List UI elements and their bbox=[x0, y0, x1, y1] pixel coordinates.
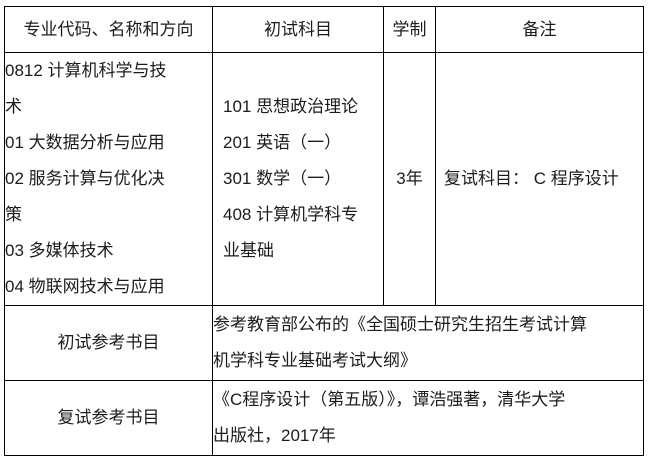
major-line: 策 bbox=[5, 205, 22, 224]
book-reference-line: 出版社，2017年 bbox=[213, 426, 336, 445]
major-line: 0812 计算机科学与技 bbox=[5, 61, 167, 80]
cell-exam-subjects: 101 思想政治理论 201 英语（一） 301 数学（一） 408 计算机学科… bbox=[212, 52, 384, 306]
major-line: 04 物联网技术与应用 bbox=[5, 277, 165, 296]
cell-preliminary-books-content: 参考教育部公布的《全国硕士研究生招生考试计算 机学科专业基础考试大纲》 bbox=[212, 305, 644, 381]
book-reference-line: 《C程序设计（第五版）》，谭浩强著，清华大学 bbox=[213, 390, 566, 409]
table-row: 复试参考书目 《C程序设计（第五版）》，谭浩强著，清华大学 出版社，2017年 bbox=[4, 380, 644, 456]
cell-remarks: 复试科目： C 程序设计 bbox=[435, 52, 644, 306]
book-reference-line: 参考教育部公布的《全国硕士研究生招生考试计算 bbox=[213, 315, 587, 334]
major-line: 03 多媒体技术 bbox=[5, 241, 114, 260]
exam-subject-line: 业基础 bbox=[223, 241, 274, 260]
table-header-row: 专业代码、名称和方向 初试科目 学制 备注 bbox=[4, 6, 644, 53]
cell-major-directions: 0812 计算机科学与技 术 01 大数据分析与应用 02 服务计算与优化决 策… bbox=[4, 52, 213, 306]
column-header-remarks: 备注 bbox=[435, 6, 644, 53]
column-header-exam-subjects: 初试科目 bbox=[212, 6, 384, 53]
exam-subject-list: 101 思想政治理论 201 英语（一） 301 数学（一） 408 计算机学科… bbox=[213, 89, 383, 269]
cell-duration: 3年 bbox=[383, 52, 436, 306]
major-line: 术 bbox=[5, 97, 22, 116]
row-label-preliminary-books: 初试参考书目 bbox=[4, 305, 213, 381]
major-line: 02 服务计算与优化决 bbox=[5, 169, 165, 188]
table-row: 初试参考书目 参考教育部公布的《全国硕士研究生招生考试计算 机学科专业基础考试大… bbox=[4, 305, 644, 381]
column-header-duration: 学制 bbox=[383, 6, 436, 53]
book-reference-line: 机学科专业基础考试大纲》 bbox=[213, 351, 417, 370]
remark-text: 复试科目： C 程序设计 bbox=[444, 169, 619, 188]
table-header: 专业代码、名称和方向 初试科目 学制 备注 bbox=[4, 6, 644, 53]
major-line: 01 大数据分析与应用 bbox=[5, 133, 165, 152]
exam-subject-line: 201 英语（一） bbox=[223, 133, 342, 152]
column-header-major: 专业代码、名称和方向 bbox=[4, 6, 213, 53]
table-row: 0812 计算机科学与技 术 01 大数据分析与应用 02 服务计算与优化决 策… bbox=[4, 52, 644, 306]
table-body: 0812 计算机科学与技 术 01 大数据分析与应用 02 服务计算与优化决 策… bbox=[4, 52, 644, 456]
row-label-retest-books: 复试参考书目 bbox=[4, 380, 213, 456]
program-catalog-table: 专业代码、名称和方向 初试科目 学制 备注 0812 计算机科学与技 术 01 … bbox=[4, 6, 644, 456]
exam-subject-line: 301 数学（一） bbox=[223, 169, 342, 188]
exam-subject-line: 408 计算机学科专 bbox=[223, 205, 359, 224]
cell-retest-books-content: 《C程序设计（第五版）》，谭浩强著，清华大学 出版社，2017年 bbox=[212, 380, 644, 456]
exam-subject-line: 101 思想政治理论 bbox=[223, 97, 359, 116]
